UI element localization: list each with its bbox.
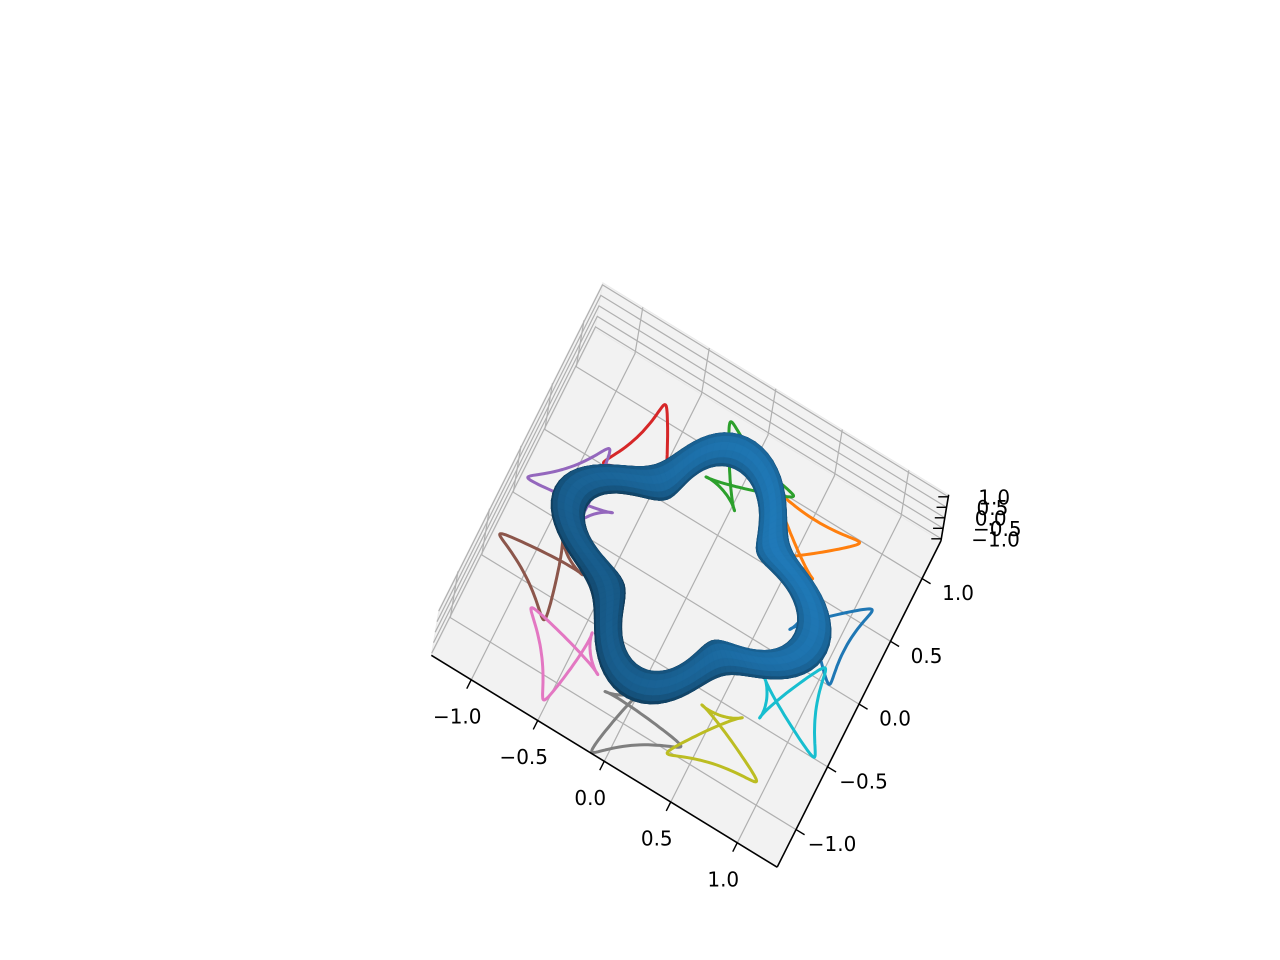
surface-facet [682, 668, 690, 681]
x-tick-label: 0.5 [641, 827, 673, 851]
x-tick-label: −0.5 [499, 745, 548, 769]
tick-labels: −1.0−1.0−1.0−0.5−0.5−0.50.00.00.00.50.50… [433, 485, 1022, 891]
y-tick-label: −1.0 [808, 832, 857, 856]
z-gridline [434, 305, 946, 633]
z-tick-label: 0.5 [977, 496, 1009, 520]
y-tick [795, 828, 805, 836]
surface-facet [781, 509, 786, 519]
surface-facet [771, 675, 781, 680]
projected-curve [498, 532, 585, 622]
projected-curve [665, 703, 759, 784]
surface-facet [658, 496, 664, 501]
z-gridline [438, 284, 949, 612]
surface-facet [731, 671, 738, 676]
y-tick [827, 766, 837, 773]
x-tick-label: 1.0 [707, 867, 739, 891]
z-tick-label: 1.0 [978, 485, 1010, 509]
z-gridline [432, 315, 944, 643]
x-gridline [470, 307, 644, 681]
x-tick [532, 720, 539, 730]
surface-facet [574, 539, 589, 549]
z-tick-label: −1.0 [971, 527, 1020, 551]
y-tick-label: −0.5 [839, 769, 888, 793]
surface-facet [722, 432, 733, 437]
projected-curve [758, 666, 828, 759]
y-gridline [512, 445, 860, 705]
surface-facet [798, 613, 805, 622]
x-tick [599, 760, 605, 771]
y-tick-label: 0.5 [911, 644, 943, 668]
y-gridline [575, 320, 923, 580]
surface-facet [781, 523, 787, 531]
axis-gridlines [431, 284, 949, 844]
surface-facet [619, 592, 625, 599]
y-tick [858, 703, 868, 710]
axis-lines [430, 494, 950, 868]
surface-facet [781, 516, 787, 525]
y-gridline [481, 508, 828, 768]
surface-facet [795, 580, 809, 590]
x-tick-label: 0.0 [574, 786, 606, 810]
torus-surface [550, 432, 832, 705]
y-tick [890, 640, 900, 648]
x-gridline [603, 388, 777, 762]
projected-curve [529, 606, 600, 702]
y-tick [921, 577, 931, 585]
x-tick [466, 679, 472, 690]
z-axis-line [940, 494, 950, 542]
z-tick-label: 0.0 [975, 506, 1007, 530]
surface-facet [552, 499, 559, 509]
y-gridline [449, 571, 797, 831]
z-gridline [436, 294, 947, 622]
surface-facet [619, 587, 625, 594]
x-tick-label: −1.0 [433, 704, 482, 728]
x-gridline [670, 429, 843, 803]
x-gridline [736, 470, 910, 844]
surface-facet [781, 529, 787, 537]
surface-facet [693, 447, 701, 461]
x-tick [732, 842, 738, 853]
x-tick [665, 801, 672, 812]
z-gridline [431, 326, 942, 654]
z-tick-label: −0.5 [973, 517, 1022, 541]
y-tick-label: 0.0 [879, 707, 911, 731]
y-tick-label: 1.0 [942, 581, 974, 605]
x-gridline [537, 347, 710, 721]
